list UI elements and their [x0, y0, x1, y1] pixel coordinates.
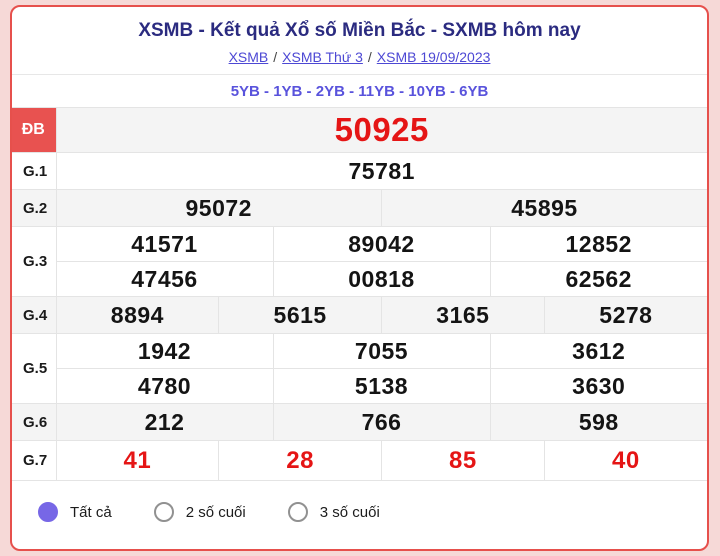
prize-number: 212	[55, 403, 274, 441]
radio-unselected-icon[interactable]	[287, 502, 308, 522]
prize-number: 28	[218, 440, 382, 481]
prize-label-g5: G.5	[12, 333, 57, 404]
prize-row-g5: G.5 1942 7055 3612	[12, 333, 707, 404]
prize-label-db: ĐB	[12, 107, 57, 153]
ticket-codes: 5YB - 1YB - 2YB - 11YB - 10YB - 6YB	[230, 83, 489, 100]
results-table: ĐB 50925 G.1 75781 G.2 95072 45895 G.3 41571 8904…	[12, 107, 707, 481]
prize-number: 41	[55, 440, 220, 481]
prize-number: 766	[272, 403, 491, 441]
page-title: XSMB - Kết quả Xổ số Miền Bắc - SXMB hôm…	[138, 20, 581, 41]
filter-options: Tất cả 2 số cuối 3 số cuối	[12, 481, 707, 522]
prize-row-g2: G.2 95072 45895	[12, 189, 707, 227]
prize-number: 12852	[489, 226, 707, 262]
prize-row-g7: G.7 41 28 85 40	[12, 440, 707, 481]
prize-number: 45895	[381, 189, 707, 227]
breadcrumb-link[interactable]: XSMB	[228, 49, 269, 65]
prize-number: 3630	[489, 368, 707, 404]
prize-number: 89042	[272, 226, 491, 262]
prize-number: 3612	[489, 333, 707, 369]
prize-label-g4: G.4	[12, 296, 57, 334]
prize-label-g7: G.7	[12, 440, 57, 481]
prize-number: 7055	[272, 333, 491, 369]
radio-selected-icon[interactable]	[38, 502, 58, 522]
breadcrumb-separator: /	[273, 49, 278, 65]
prize-row-g5: 4780 5138 3630	[12, 368, 707, 404]
prize-row-db: ĐB 50925	[12, 107, 707, 153]
prize-row-g6: G.6 212 766 598	[12, 403, 707, 441]
prize-label-g1: G.1	[12, 152, 57, 190]
prize-number: 41571	[55, 226, 274, 262]
prize-number: 1942	[55, 333, 274, 369]
prize-number: 5278	[543, 296, 707, 334]
prize-row-g3: G.3 41571 89042 12852	[12, 226, 707, 297]
result-card: XSMB - Kết quả Xổ số Miền Bắc - SXMB hôm…	[10, 5, 709, 551]
divider	[12, 74, 707, 75]
filter-label: 3 số cuối	[319, 503, 380, 521]
breadcrumb-link[interactable]: XSMB Thứ 3	[282, 49, 363, 65]
prize-label-g6: G.6	[12, 403, 57, 441]
prize-number: 5615	[218, 296, 382, 334]
filter-option[interactable]: Tất cả	[38, 502, 112, 522]
prize-number: 8894	[55, 296, 220, 334]
prize-number: 62562	[489, 261, 707, 297]
prize-label-g2: G.2	[12, 189, 57, 227]
prize-number: 47456	[56, 261, 274, 297]
prize-number: 40	[543, 440, 707, 481]
filter-label: 2 số cuối	[185, 503, 246, 521]
prize-number: 598	[489, 403, 707, 441]
prize-number: 50925	[55, 107, 707, 153]
prize-number: 5138	[272, 368, 491, 404]
prize-number: 85	[381, 440, 545, 481]
filter-option[interactable]: 3 số cuối	[287, 502, 380, 522]
radio-unselected-icon[interactable]	[153, 502, 174, 522]
breadcrumb-separator: /	[367, 49, 372, 65]
filter-option[interactable]: 2 số cuối	[153, 502, 246, 522]
prize-row-g3: 47456 00818 62562	[12, 261, 707, 297]
prize-row-g4: G.4 8894 5615 3165 5278	[12, 296, 707, 334]
breadcrumb: XSMB / XSMB Thứ 3/XSMB 19/09/2023	[12, 49, 707, 65]
prize-number: 4780	[56, 368, 274, 404]
breadcrumb-link[interactable]: XSMB 19/09/2023	[376, 49, 491, 65]
filter-label: Tất cả	[70, 503, 112, 521]
prize-label-g3: G.3	[12, 226, 57, 297]
prize-number: 3165	[381, 296, 545, 334]
prize-number: 00818	[272, 261, 491, 297]
prize-number: 75781	[55, 152, 707, 190]
prize-number: 95072	[55, 189, 382, 227]
prize-row-g1: G.1 75781	[12, 152, 707, 190]
